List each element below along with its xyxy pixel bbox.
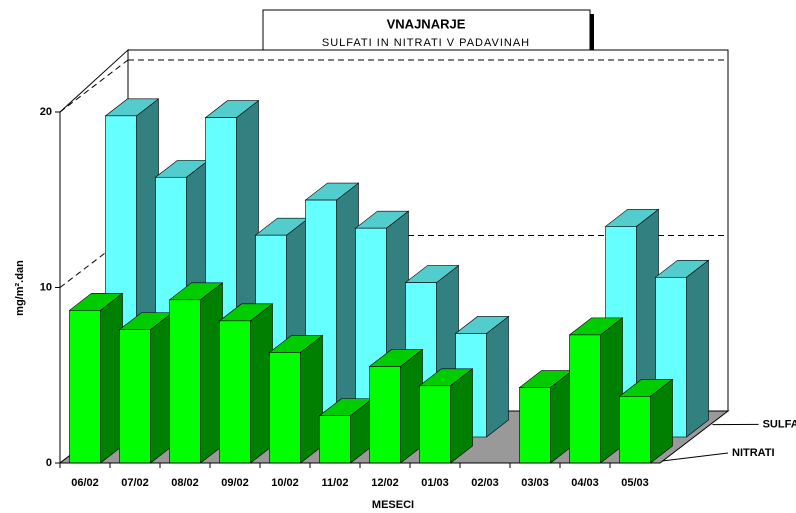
bar [418, 368, 474, 464]
series-tick [661, 452, 729, 462]
bar [568, 317, 624, 464]
y-tick-label: 20 [40, 106, 52, 118]
x-tick-label: 10/02 [271, 477, 299, 489]
x-tick-label: 08/02 [171, 477, 199, 489]
x-tick-label: 03/03 [521, 477, 549, 489]
bar [618, 378, 674, 464]
x-tick-label: 02/03 [471, 477, 499, 489]
series-label: NITRATI [732, 447, 775, 459]
bar-front [519, 387, 551, 464]
x-tick-label: 09/02 [221, 477, 249, 489]
bar-front [119, 329, 151, 464]
x-tick-label: 11/02 [322, 477, 349, 489]
y-tick-label: 0 [46, 457, 52, 469]
bar-front [419, 385, 451, 464]
x-tick-label: 01/03 [421, 477, 449, 489]
bar-front [69, 310, 101, 464]
bar [518, 369, 574, 464]
chart-subtitle: SULFATI IN NITRATI V PADAVINAH [322, 37, 530, 49]
bar [318, 398, 374, 464]
bar-side [686, 259, 709, 438]
bar [168, 282, 224, 464]
bar-front [219, 320, 251, 464]
y-tick-label: 10 [40, 281, 52, 293]
bar [368, 348, 424, 464]
title-box [262, 9, 591, 56]
series-label: SULFATI [763, 418, 796, 430]
bar-front [369, 366, 401, 464]
bar-front [169, 299, 201, 464]
bar-side [200, 282, 223, 464]
bar-front [269, 352, 301, 464]
bar [268, 334, 324, 464]
bar-front [319, 415, 351, 464]
y-axis-label: mg/m².dan [14, 260, 26, 316]
x-tick-label: 04/03 [571, 477, 599, 489]
bar [68, 292, 124, 464]
bar-side [150, 312, 173, 464]
bar [218, 303, 274, 464]
x-tick-label: 12/02 [371, 477, 399, 489]
bar-front [619, 396, 651, 464]
x-tick-label: 06/02 [71, 477, 99, 489]
x-axis-label: MESECI [372, 499, 414, 511]
chart-title: VNAJNARJE [387, 16, 466, 31]
bar [118, 312, 174, 464]
x-tick-label: 05/03 [621, 477, 649, 489]
bar-side [100, 292, 123, 464]
x-tick-label: 07/02 [121, 477, 149, 489]
bar-side [486, 315, 509, 438]
bar-front [569, 334, 601, 464]
grid-line [59, 59, 129, 113]
